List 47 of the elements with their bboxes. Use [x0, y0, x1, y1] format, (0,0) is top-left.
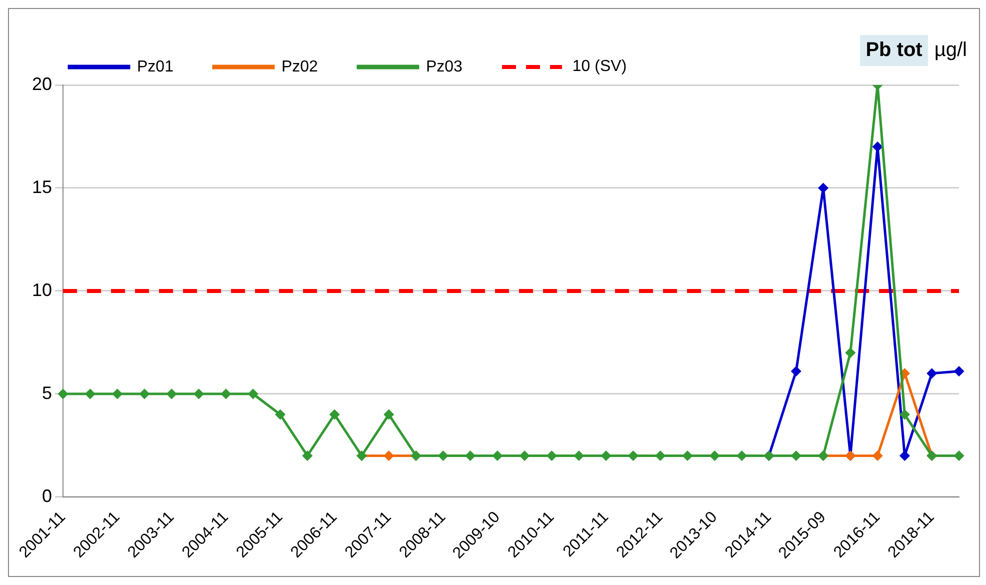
text: µg/l — [934, 39, 967, 62]
point — [85, 389, 95, 399]
point — [384, 450, 394, 460]
y-tick-label: 15 — [32, 176, 52, 197]
point — [384, 410, 394, 420]
point — [656, 450, 666, 460]
point — [438, 450, 448, 460]
text: Pb tot — [860, 35, 928, 66]
point — [682, 450, 692, 460]
point — [248, 389, 258, 399]
point — [791, 450, 801, 460]
point — [492, 450, 502, 460]
point — [601, 450, 611, 460]
point — [275, 410, 285, 420]
point — [302, 450, 312, 460]
point — [628, 450, 638, 460]
point — [466, 450, 476, 460]
point — [954, 366, 964, 376]
point — [846, 348, 856, 358]
point — [900, 450, 910, 460]
point — [927, 368, 937, 378]
point — [791, 366, 801, 376]
point — [221, 389, 231, 399]
point — [872, 450, 882, 460]
point — [520, 450, 530, 460]
point — [710, 450, 720, 460]
y-tick-label: 0 — [42, 486, 52, 506]
legend-label: Pz01 — [137, 58, 174, 76]
point — [194, 389, 204, 399]
point — [872, 142, 882, 152]
point — [140, 389, 150, 399]
point — [900, 410, 910, 420]
point — [112, 389, 122, 399]
y-tick-label: 5 — [42, 382, 52, 403]
point — [546, 450, 556, 460]
point — [737, 450, 747, 460]
point — [574, 450, 584, 460]
point — [818, 183, 828, 193]
legend-label: 10 (SV) — [572, 58, 627, 76]
legend-label: Pz03 — [426, 58, 463, 76]
point — [166, 389, 176, 399]
point — [330, 410, 340, 420]
legend-label: Pz02 — [281, 58, 318, 76]
point — [58, 389, 68, 399]
y-tick-label: 10 — [32, 280, 52, 300]
point — [954, 450, 964, 460]
y-tick-label: 20 — [32, 74, 52, 94]
